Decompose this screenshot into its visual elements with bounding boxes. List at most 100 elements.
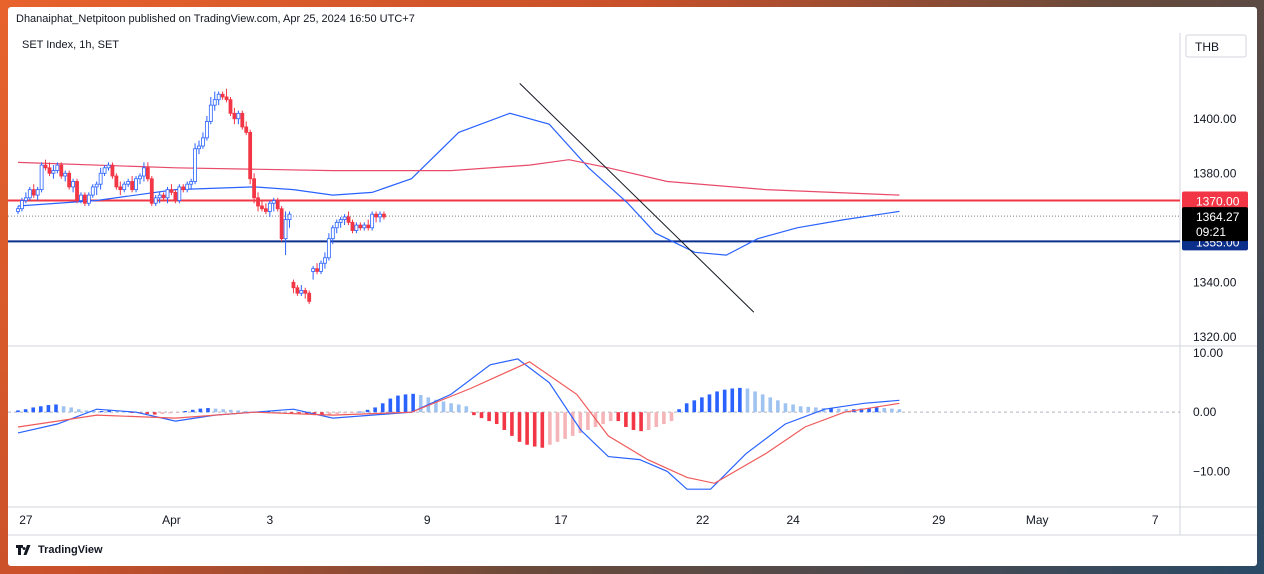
candle-body	[90, 186, 95, 196]
resistance-price-label: 1370.00	[1196, 195, 1240, 209]
candle-body	[358, 224, 363, 229]
tradingview-logo-icon	[16, 545, 31, 555]
candle-body	[208, 104, 213, 122]
candle-body	[138, 175, 142, 180]
candle-body	[334, 221, 339, 229]
candle-body	[67, 172, 72, 188]
candle-body	[232, 112, 237, 120]
candle	[354, 222, 359, 234]
histogram-bar	[570, 412, 575, 436]
candle-body	[157, 194, 162, 199]
publisher-header: Dhanaiphat_Netpitoon published on Tradin…	[16, 13, 415, 25]
histogram-bar	[84, 410, 89, 413]
candle	[193, 143, 197, 185]
candle	[185, 181, 190, 193]
candle	[220, 91, 225, 100]
candle	[118, 181, 123, 196]
candle	[90, 184, 95, 198]
candle	[295, 285, 300, 296]
histogram-bar	[472, 412, 476, 416]
histogram-bar	[282, 412, 286, 413]
price-tick-label: 1340.00	[1193, 275, 1237, 289]
candle-body	[362, 224, 367, 229]
candle	[106, 162, 111, 171]
candle	[362, 222, 367, 231]
candle	[71, 178, 75, 193]
histogram-bar	[434, 399, 438, 413]
candle-body	[319, 262, 323, 272]
candle	[291, 279, 296, 294]
histogram-bar	[244, 411, 248, 413]
macd-line	[17, 358, 900, 490]
footer-brand-label: TradingView	[38, 544, 103, 556]
candle-body	[145, 167, 150, 180]
candle	[55, 162, 60, 174]
candle-body	[31, 189, 36, 196]
footer-brand[interactable]: TradingView	[16, 544, 103, 556]
ema-slow-line	[17, 159, 900, 196]
candle-body	[354, 224, 359, 231]
candle	[374, 211, 378, 223]
candle-body	[315, 268, 319, 272]
candle	[358, 222, 363, 231]
histogram-bar	[692, 400, 697, 413]
candle	[307, 290, 312, 305]
candle	[110, 162, 115, 179]
candle	[63, 170, 68, 182]
candle-body	[142, 167, 146, 177]
histogram-bar	[677, 409, 681, 413]
candle-body	[264, 208, 268, 212]
candle-body	[330, 227, 335, 240]
candle	[208, 96, 213, 125]
histogram-bar	[464, 406, 469, 413]
candle-body	[189, 181, 194, 185]
candle	[201, 132, 205, 149]
histogram-bar	[190, 409, 195, 413]
histogram-bar	[114, 411, 119, 413]
chart-canvas[interactable]: SET Index, 1h, SET THB 1400.00 1380.00 1340.…	[8, 7, 1257, 566]
candle	[82, 192, 87, 206]
candle-body	[216, 93, 221, 101]
time-tick-label: 27	[19, 513, 33, 527]
trendline	[519, 82, 755, 313]
candle	[31, 184, 36, 198]
candle	[319, 260, 323, 275]
candle	[232, 107, 237, 125]
candle	[334, 219, 339, 234]
candle	[275, 197, 280, 212]
candle	[173, 189, 178, 204]
histogram-bar	[365, 409, 370, 413]
candle-body	[212, 99, 217, 106]
candle	[287, 211, 292, 228]
candle	[35, 186, 40, 201]
candle-body	[122, 183, 127, 191]
candle-body	[161, 194, 166, 199]
candle	[79, 192, 83, 204]
candle	[370, 211, 375, 231]
candle-body	[181, 186, 186, 191]
last-price-label: 1364.27	[1196, 210, 1240, 224]
histogram-bar	[388, 398, 393, 413]
bar-countdown-label: 09:21	[1196, 225, 1226, 239]
histogram-bar	[297, 412, 301, 414]
candle	[86, 192, 91, 206]
candle-body	[244, 126, 249, 133]
last-price-tag	[1182, 207, 1248, 242]
time-tick-label: 9	[424, 513, 431, 527]
candle	[122, 181, 127, 193]
candle	[240, 110, 245, 130]
candle-body	[177, 186, 182, 201]
candle	[165, 186, 170, 204]
candle	[252, 173, 257, 204]
candle	[342, 214, 347, 226]
candle	[197, 140, 201, 155]
histogram-bar	[525, 412, 529, 445]
candle	[330, 225, 335, 245]
candle	[59, 162, 64, 179]
candle	[204, 116, 209, 141]
candle-body	[82, 194, 87, 204]
histogram-bar	[320, 412, 324, 416]
candle	[350, 219, 355, 234]
candle	[326, 233, 331, 261]
candle	[114, 173, 119, 190]
